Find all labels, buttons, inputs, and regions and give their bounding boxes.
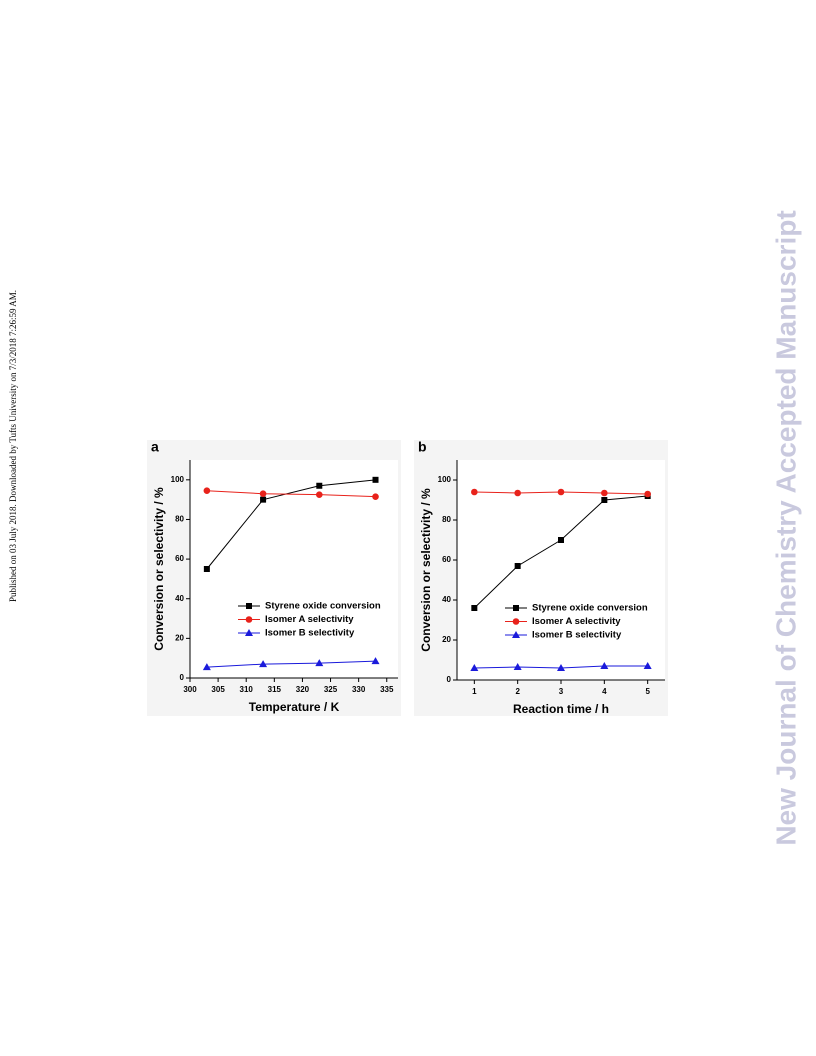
x-tick-label: 300 bbox=[183, 685, 197, 694]
x-tick-label: 320 bbox=[296, 685, 310, 694]
marker bbox=[372, 493, 379, 500]
x-tick-label: 330 bbox=[352, 685, 366, 694]
legend-label: Isomer A selectivity bbox=[532, 616, 621, 627]
legend-label: Isomer B selectivity bbox=[265, 628, 355, 639]
marker bbox=[245, 616, 253, 623]
x-tick-label: 5 bbox=[645, 687, 650, 696]
y-axis-label: Conversion or selectivity / % bbox=[152, 487, 166, 651]
y-tick-label: 20 bbox=[175, 633, 184, 642]
marker bbox=[471, 605, 478, 611]
y-tick-label: 0 bbox=[447, 675, 452, 684]
marker bbox=[316, 482, 323, 489]
marker bbox=[246, 603, 252, 609]
y-tick-label: 100 bbox=[438, 475, 452, 484]
marker bbox=[514, 563, 521, 569]
marker bbox=[203, 566, 210, 572]
marker bbox=[471, 488, 478, 496]
marker bbox=[203, 487, 211, 495]
series-line bbox=[206, 490, 376, 498]
marker bbox=[514, 489, 521, 497]
panel-label: a bbox=[151, 439, 159, 455]
marker bbox=[513, 605, 519, 611]
y-tick-label: 80 bbox=[442, 515, 451, 524]
marker bbox=[470, 664, 479, 671]
series-line bbox=[206, 660, 376, 668]
marker bbox=[557, 664, 565, 671]
y-axis-label: Conversion or selectivity / % bbox=[419, 488, 433, 652]
y-tick-label: 40 bbox=[175, 594, 184, 603]
x-tick-label: 1 bbox=[472, 687, 477, 696]
legend-label: Styrene oxide conversion bbox=[265, 601, 381, 612]
panel-label: b bbox=[418, 439, 427, 455]
marker bbox=[513, 663, 522, 670]
x-tick-label: 325 bbox=[324, 685, 338, 694]
y-tick-label: 60 bbox=[175, 554, 184, 563]
marker bbox=[558, 537, 564, 543]
y-tick-label: 80 bbox=[175, 515, 184, 524]
marker bbox=[644, 490, 651, 498]
x-tick-label: 305 bbox=[211, 685, 225, 694]
marker bbox=[371, 657, 380, 665]
marker bbox=[315, 659, 324, 667]
x-tick-label: 3 bbox=[559, 687, 564, 696]
y-tick-label: 60 bbox=[442, 555, 451, 564]
series-line bbox=[206, 479, 376, 570]
marker bbox=[260, 496, 267, 503]
marker bbox=[372, 476, 379, 483]
y-tick-label: 20 bbox=[442, 635, 451, 644]
side-note: Published on 03 July 2018. Downloaded by… bbox=[8, 290, 18, 602]
y-tick-label: 0 bbox=[180, 673, 185, 682]
marker bbox=[600, 662, 609, 669]
x-tick-label: 2 bbox=[515, 687, 520, 696]
marker bbox=[259, 490, 267, 497]
x-axis-label: Reaction time / h bbox=[513, 702, 609, 716]
marker bbox=[557, 488, 565, 496]
x-tick-label: 335 bbox=[380, 685, 394, 694]
y-tick-label: 40 bbox=[442, 595, 451, 604]
x-tick-label: 315 bbox=[268, 685, 282, 694]
x-tick-label: 4 bbox=[602, 687, 607, 696]
marker bbox=[202, 663, 211, 671]
legend-label: Isomer B selectivity bbox=[532, 630, 622, 641]
legend-label: Isomer A selectivity bbox=[265, 614, 354, 625]
legend-label: Styrene oxide conversion bbox=[532, 603, 648, 614]
marker bbox=[643, 662, 652, 669]
plot-area bbox=[457, 460, 665, 680]
marker bbox=[601, 497, 608, 503]
y-tick-label: 100 bbox=[171, 475, 185, 484]
x-tick-label: 310 bbox=[240, 685, 254, 694]
marker bbox=[512, 618, 520, 625]
plot-area bbox=[190, 460, 398, 678]
marker bbox=[601, 489, 608, 497]
watermark: New Journal of Chemistry Accepted Manusc… bbox=[770, 210, 801, 845]
marker bbox=[245, 629, 253, 636]
marker bbox=[259, 660, 268, 668]
marker bbox=[512, 631, 520, 638]
marker bbox=[315, 491, 323, 498]
x-axis-label: Temperature / K bbox=[249, 700, 340, 714]
